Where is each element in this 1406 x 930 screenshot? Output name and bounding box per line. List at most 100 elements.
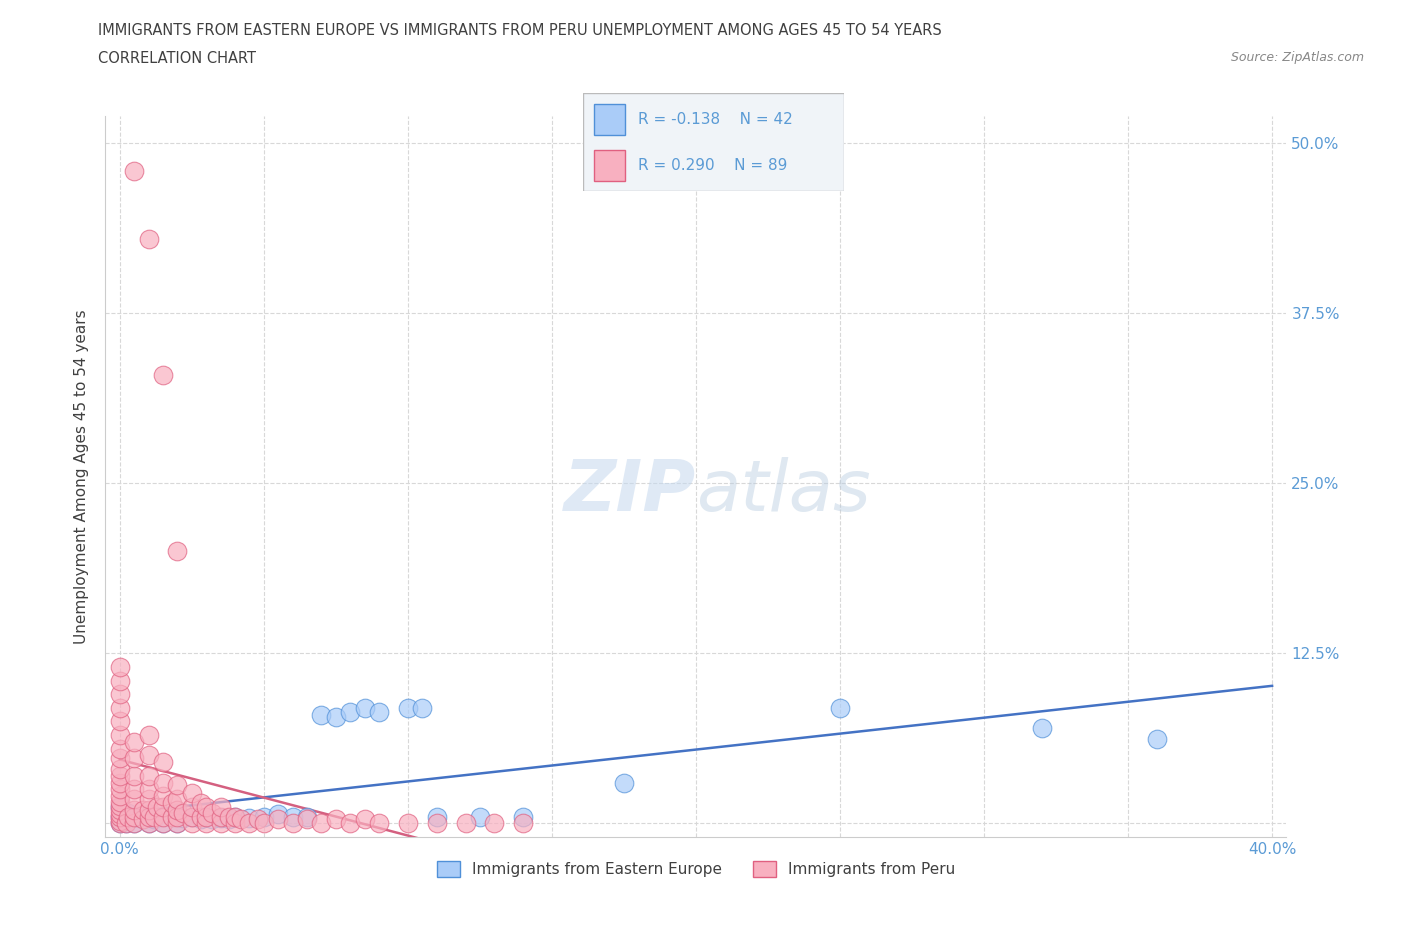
Point: [138, 816, 160, 830]
Point: [180, 800, 202, 815]
Point: [396, 700, 419, 715]
Point: [195, 816, 218, 830]
Point: [122, 768, 145, 783]
Point: [166, 809, 188, 824]
Point: [152, 816, 174, 830]
Point: [152, 809, 174, 824]
Point: [108, 803, 131, 817]
Point: [201, 812, 224, 827]
Point: [138, 816, 160, 830]
Point: [122, 816, 145, 830]
Point: [160, 809, 183, 824]
Point: [114, 816, 136, 830]
Point: [114, 816, 136, 830]
Point: [253, 809, 276, 824]
Point: [281, 816, 304, 830]
Point: [209, 809, 232, 824]
Point: [152, 776, 174, 790]
Text: CORRELATION CHART: CORRELATION CHART: [98, 51, 256, 66]
Point: [339, 704, 361, 719]
Point: [484, 816, 506, 830]
Point: [166, 816, 188, 830]
Point: [122, 735, 145, 750]
Text: IMMIGRANTS FROM EASTERN EUROPE VS IMMIGRANTS FROM PERU UNEMPLOYMENT AMONG AGES 4: IMMIGRANTS FROM EASTERN EUROPE VS IMMIGR…: [98, 23, 942, 38]
Point: [152, 755, 174, 770]
Point: [122, 163, 145, 178]
Point: [108, 700, 131, 715]
Y-axis label: Unemployment Among Ages 45 to 54 years: Unemployment Among Ages 45 to 54 years: [75, 310, 90, 644]
Point: [224, 809, 246, 824]
Point: [132, 803, 155, 817]
Point: [117, 809, 139, 824]
Point: [166, 803, 188, 817]
Point: [143, 812, 166, 827]
Point: [122, 809, 145, 824]
Point: [108, 659, 131, 674]
Point: [190, 809, 212, 824]
Point: [180, 816, 202, 830]
Point: [218, 812, 240, 827]
Point: [238, 811, 260, 826]
Point: [122, 816, 145, 830]
Text: Source: ZipAtlas.com: Source: ZipAtlas.com: [1230, 51, 1364, 64]
Text: atlas: atlas: [696, 457, 870, 525]
Point: [108, 806, 131, 821]
Point: [108, 776, 131, 790]
Point: [138, 748, 160, 763]
Point: [108, 762, 131, 777]
Point: [132, 812, 155, 827]
Point: [143, 809, 166, 824]
Point: [117, 805, 139, 820]
Point: [368, 816, 391, 830]
Point: [108, 714, 131, 729]
Point: [209, 811, 232, 826]
Legend: Immigrants from Eastern Europe, Immigrants from Peru: Immigrants from Eastern Europe, Immigran…: [430, 856, 962, 884]
Point: [108, 816, 131, 830]
Point: [108, 751, 131, 765]
Point: [828, 700, 851, 715]
Point: [281, 809, 304, 824]
Point: [209, 800, 232, 815]
Text: R = -0.138    N = 42: R = -0.138 N = 42: [638, 112, 793, 126]
Point: [108, 789, 131, 804]
Point: [195, 809, 218, 824]
Point: [166, 791, 188, 806]
Point: [209, 816, 232, 830]
Point: [166, 777, 188, 792]
Point: [152, 800, 174, 815]
Point: [325, 710, 347, 724]
Point: [195, 800, 218, 815]
Point: [295, 812, 318, 827]
Point: [138, 768, 160, 783]
Point: [353, 812, 375, 827]
Point: [468, 809, 491, 824]
Point: [339, 816, 361, 830]
Point: [166, 805, 188, 820]
Point: [325, 812, 347, 827]
Point: [180, 809, 202, 824]
Point: [218, 809, 240, 824]
Point: [152, 367, 174, 382]
Point: [201, 805, 224, 820]
Point: [238, 816, 260, 830]
Text: ZIP: ZIP: [564, 457, 696, 525]
Point: [108, 816, 131, 830]
Bar: [593, 150, 626, 180]
Point: [267, 806, 290, 821]
Point: [295, 809, 318, 824]
Point: [160, 795, 183, 810]
Point: [180, 786, 202, 801]
Text: R = 0.290    N = 89: R = 0.290 N = 89: [638, 158, 787, 173]
Point: [122, 782, 145, 797]
Point: [411, 700, 433, 715]
Point: [138, 727, 160, 742]
FancyBboxPatch shape: [583, 93, 844, 191]
Point: [166, 816, 188, 830]
Point: [190, 812, 212, 827]
Point: [368, 704, 391, 719]
Point: [426, 809, 449, 824]
Point: [108, 768, 131, 783]
Point: [311, 816, 333, 830]
Point: [454, 816, 477, 830]
Point: [396, 816, 419, 830]
